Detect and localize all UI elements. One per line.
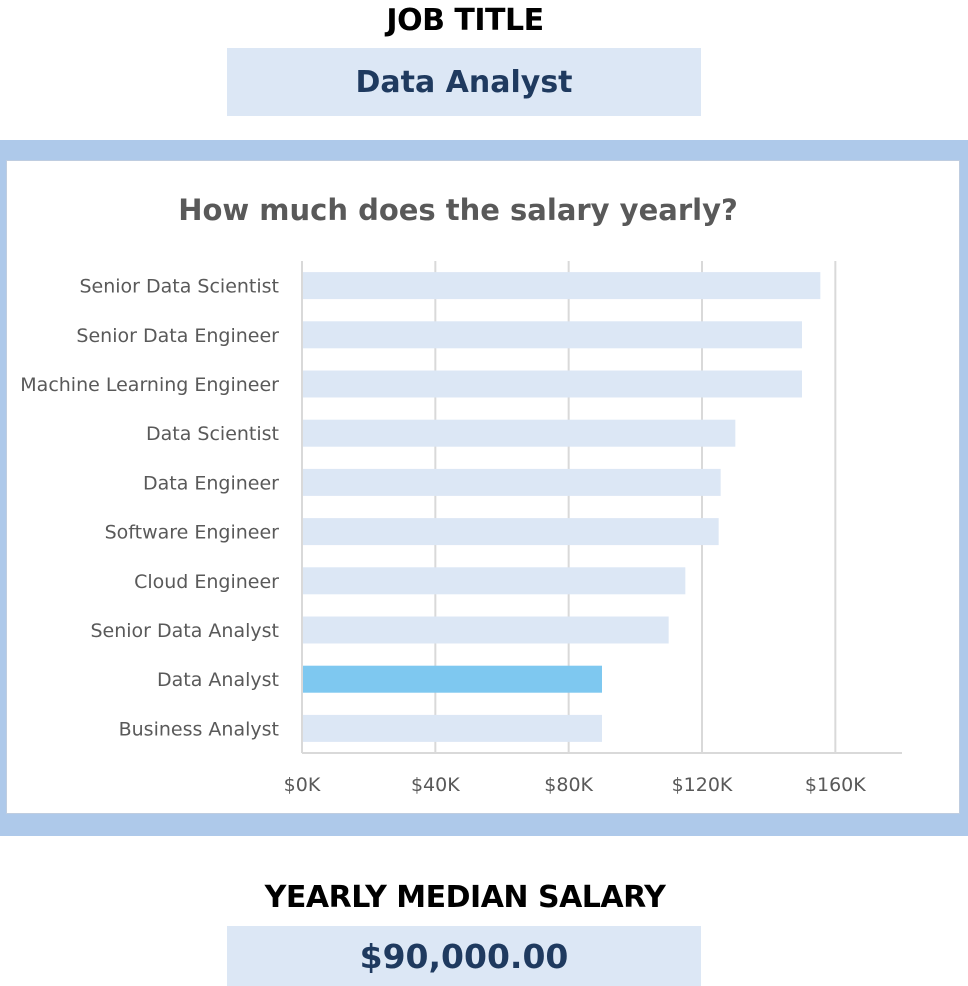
- bar: [302, 370, 802, 398]
- chart-area: How much does the salary yearly? Senior …: [6, 160, 960, 814]
- bar: [302, 665, 602, 693]
- bar: [302, 419, 736, 447]
- bar: [302, 321, 802, 349]
- x-tick-label: $80K: [544, 774, 593, 796]
- bar: [302, 567, 686, 595]
- category-label: Senior Data Scientist: [79, 276, 279, 298]
- x-tick-label: $160K: [805, 774, 866, 796]
- x-tick-label: $40K: [411, 774, 460, 796]
- axes: [301, 261, 902, 754]
- salary-bar-chart: How much does the salary yearly? Senior …: [20, 193, 902, 796]
- chart-title: How much does the salary yearly?: [178, 193, 738, 227]
- category-label: Senior Data Analyst: [90, 620, 279, 642]
- bar: [302, 616, 669, 644]
- x-tick-label: $0K: [284, 774, 321, 796]
- x-tick-label: $120K: [672, 774, 733, 796]
- bars: [302, 272, 821, 742]
- job-title-selector[interactable]: Data Analyst: [227, 48, 701, 116]
- category-label: Senior Data Engineer: [76, 325, 279, 347]
- chart-frame: How much does the salary yearly? Senior …: [0, 140, 968, 836]
- bar: [302, 518, 719, 546]
- job-title-value: Data Analyst: [355, 64, 573, 100]
- bar: [302, 272, 821, 300]
- x-tick-labels: $0K $40K $80K $120K $160K: [284, 774, 867, 796]
- category-label: Cloud Engineer: [134, 571, 279, 593]
- bar: [302, 714, 602, 742]
- salary-label: YEARLY MEDIAN SALARY: [264, 880, 666, 915]
- job-title-label: JOB TITLE: [386, 3, 544, 38]
- salary-value: $90,000.00: [359, 936, 569, 976]
- bar: [302, 468, 721, 496]
- category-label: Machine Learning Engineer: [20, 374, 279, 396]
- category-label: Data Engineer: [143, 472, 279, 494]
- category-labels: Senior Data Scientist Senior Data Enginee…: [20, 276, 279, 741]
- salary-box: $90,000.00: [227, 926, 701, 986]
- category-label: Software Engineer: [105, 522, 280, 544]
- category-label: Business Analyst: [119, 718, 279, 740]
- category-label: Data Analyst: [157, 669, 279, 691]
- category-label: Data Scientist: [146, 423, 279, 445]
